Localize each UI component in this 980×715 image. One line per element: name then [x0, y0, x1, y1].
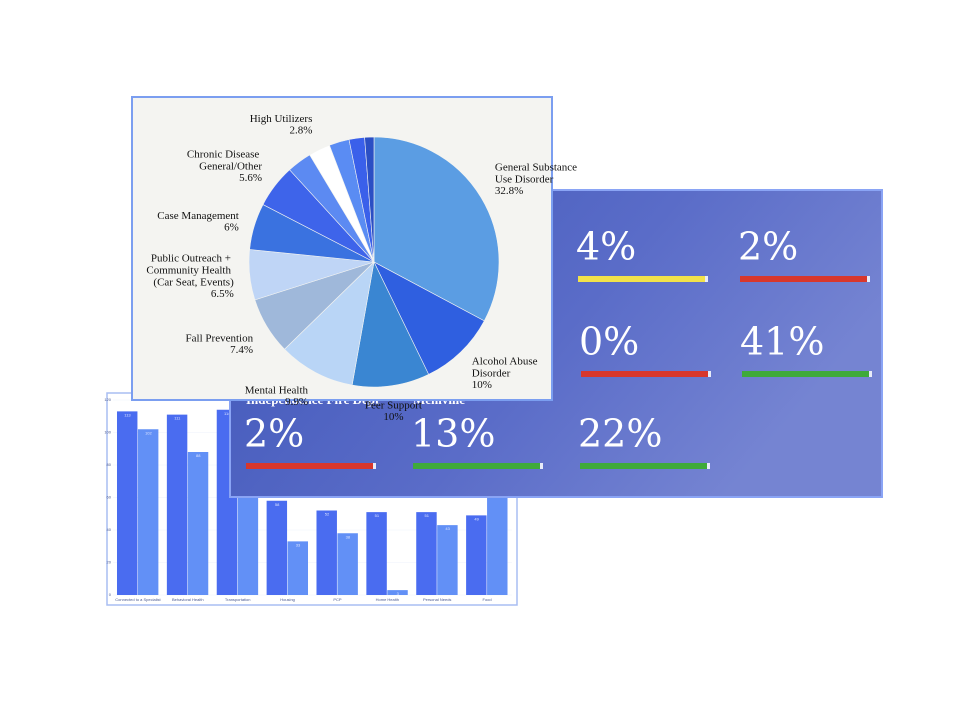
kpi-status-end	[707, 463, 710, 469]
kpi-status-bar	[742, 371, 870, 377]
bar-value-label: 102	[145, 430, 152, 435]
bar	[116, 411, 138, 595]
kpi-value: 22%	[578, 412, 662, 456]
bar-value-label: 114	[224, 411, 231, 416]
kpi-status-end	[705, 276, 708, 282]
pie-slice	[284, 261, 375, 386]
kpi-status-end	[540, 463, 543, 469]
bar	[166, 414, 188, 595]
kpi-status-end	[867, 276, 870, 282]
pie-slice	[364, 136, 375, 263]
slice-value-label: 6%	[224, 221, 239, 233]
x-tick-label: Housing	[280, 597, 295, 602]
y-tick-label: 120	[104, 397, 111, 402]
slice-label: Public Outreach + Community Health (Car …	[146, 252, 234, 288]
bar-value-label: 43	[445, 526, 450, 531]
slice-label: Fall Prevention	[186, 332, 254, 344]
slice-label: General Substance Use Disorder	[495, 161, 580, 185]
pie-slice	[373, 136, 500, 322]
pie-slice	[351, 261, 430, 388]
kpi-value: 13%	[411, 412, 495, 456]
bar	[287, 541, 309, 595]
bar-value-label: 51	[375, 513, 380, 518]
y-tick-label: 0	[109, 592, 112, 597]
slice-label: High Utilizers	[250, 113, 313, 125]
kpi-status-end	[708, 371, 711, 377]
kpi-status-end	[373, 463, 376, 469]
kpi-status-end	[869, 371, 872, 377]
bar	[337, 533, 358, 595]
kpi-value: 4%	[576, 225, 636, 269]
slice-value-label: 32.8%	[495, 185, 523, 197]
bar-value-label: 52	[325, 512, 330, 517]
slice-label: Mental Health	[245, 384, 309, 396]
bar-value-label: 3	[397, 591, 400, 596]
kpi-status-bar	[413, 463, 541, 469]
bar	[437, 525, 458, 595]
y-tick-label: 100	[104, 430, 111, 435]
slice-value-label: 6.5%	[211, 288, 234, 300]
slice-value-label: 10%	[472, 379, 492, 391]
slice-label: Alcohol Abuse Disorder	[472, 355, 540, 379]
bar	[387, 590, 408, 595]
bar-value-label: 113	[124, 412, 131, 417]
bar	[187, 452, 209, 595]
bar-value-label: 49	[474, 516, 479, 521]
kpi-value: 2%	[244, 412, 304, 456]
slice-value-label: 10%	[383, 411, 403, 423]
x-tick-label: Behavioral Health	[172, 597, 204, 602]
kpi-value: 41%	[740, 320, 824, 364]
y-tick-label: 20	[107, 560, 112, 565]
x-tick-label: Connected to a Specialist	[115, 597, 161, 602]
bar-value-label: 88	[196, 453, 201, 458]
y-tick-label: 80	[107, 462, 112, 467]
bar	[316, 510, 337, 595]
slice-value-label: 2.8%	[289, 125, 312, 137]
y-tick-label: 60	[107, 495, 112, 500]
bar-value-label: 51	[424, 513, 429, 518]
x-tick-label: Home Health	[376, 597, 399, 602]
bar-value-label: 33	[296, 542, 301, 547]
kpi-status-bar	[580, 463, 708, 469]
slice-value-label: 9.9%	[285, 396, 308, 408]
kpi-value: 0%	[579, 320, 639, 364]
bar-value-label: 58	[275, 502, 280, 507]
bar-value-label: 111	[174, 416, 181, 421]
slice-label: Peer Support	[365, 399, 422, 411]
slice-label: Case Management	[157, 209, 239, 221]
bar-value-label: 38	[346, 534, 351, 539]
bar	[466, 515, 487, 595]
x-tick-label: Personal Needs	[423, 597, 451, 602]
bar	[266, 500, 288, 595]
x-tick-label: PCP	[333, 597, 342, 602]
slice-value-label: 5.6%	[239, 172, 262, 184]
bar	[366, 512, 387, 595]
pie-slice	[373, 261, 485, 375]
kpi-status-bar	[581, 371, 709, 377]
kpi-status-bar	[740, 276, 868, 282]
bar	[137, 429, 159, 595]
x-tick-label: Food	[483, 597, 492, 602]
y-tick-label: 40	[107, 527, 112, 532]
kpi-status-bar	[578, 276, 706, 282]
slice-value-label: 7.4%	[230, 344, 253, 356]
kpi-status-bar	[246, 463, 374, 469]
slice-label: Chronic Disease General/Other	[187, 148, 262, 172]
bar	[416, 512, 437, 595]
kpi-value: 2%	[738, 225, 798, 269]
x-tick-label: Transportation	[225, 597, 251, 602]
